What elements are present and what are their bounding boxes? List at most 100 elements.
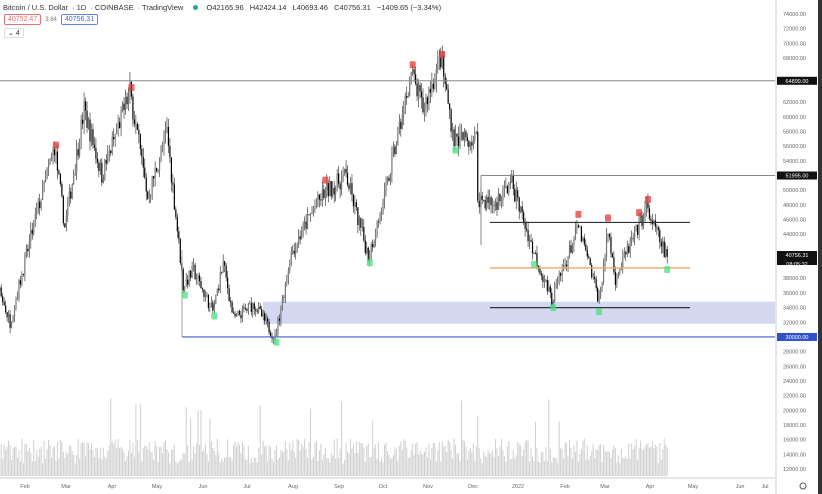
- candle-body: [187, 279, 189, 285]
- volume-bar: [108, 445, 110, 476]
- volume-bar: [283, 451, 285, 476]
- candle-body: [342, 173, 344, 178]
- candle-body: [472, 140, 474, 146]
- candle-body: [166, 126, 168, 132]
- candle-body: [496, 202, 498, 210]
- symbol-name[interactable]: Bitcoin / U.S. Dollar: [3, 3, 69, 12]
- volume-bar: [555, 458, 557, 476]
- volume-bar: [90, 443, 92, 476]
- volume-bar: [167, 452, 169, 476]
- volume-bar: [474, 461, 476, 476]
- candle-body: [132, 96, 134, 120]
- interval[interactable]: 1D: [76, 3, 87, 12]
- candle-body: [240, 315, 242, 319]
- level-badge-high: [777, 76, 817, 85]
- volume-bar: [102, 447, 104, 476]
- candle-body: [423, 109, 426, 113]
- volume-bar: [382, 462, 384, 476]
- volume-bar: [597, 449, 599, 476]
- candle-body: [222, 261, 224, 273]
- candle-body: [420, 91, 423, 98]
- candle-body: [281, 297, 283, 309]
- volume-bar: [204, 443, 206, 476]
- sell-button[interactable]: 40752.47: [4, 14, 42, 25]
- candle-body: [43, 182, 45, 184]
- candle-body: [634, 227, 636, 239]
- sell-signal-marker: [322, 176, 329, 184]
- volume-bar: [88, 442, 90, 476]
- volume-bar: [123, 452, 125, 476]
- candle-body: [659, 230, 661, 243]
- candle-body: [108, 150, 110, 153]
- volume-bar: [76, 455, 78, 476]
- volume-bar: [481, 462, 483, 476]
- volume-bar: [253, 457, 255, 476]
- candle-body: [231, 301, 233, 313]
- volume-bar: [14, 446, 16, 476]
- volume-bar: [369, 457, 371, 476]
- settings-gear-icon[interactable]: [799, 482, 807, 490]
- candle-body: [0, 287, 2, 297]
- price-tick-label: 50000.00: [783, 188, 806, 194]
- candle-body: [446, 84, 448, 90]
- volume-bar: [132, 442, 134, 476]
- volume-bar: [348, 453, 350, 476]
- volume-bar: [351, 448, 353, 476]
- candle-body: [102, 178, 104, 183]
- time-tick-label: Dec: [468, 484, 478, 490]
- volume-bar: [403, 439, 405, 476]
- candle-body: [144, 167, 146, 178]
- candle-body: [107, 152, 109, 164]
- candle-body: [512, 174, 514, 190]
- candle-body: [534, 253, 537, 254]
- price-tick-label: 12000.00: [783, 467, 806, 473]
- candle-body: [520, 206, 522, 212]
- volume-bar: [268, 445, 270, 476]
- volume-bar: [580, 449, 582, 476]
- volume-bar: [92, 450, 94, 476]
- candle-body: [333, 187, 335, 195]
- volume-bar: [338, 458, 340, 476]
- volume-bar: [98, 458, 100, 476]
- volume-bar: [182, 452, 184, 476]
- candle-body: [261, 309, 263, 317]
- volume-bar: [484, 455, 486, 476]
- candle-body: [524, 222, 526, 229]
- candle-body: [611, 253, 614, 258]
- volume-bar: [471, 451, 473, 476]
- indicators-toggle[interactable]: ⌄ 4: [4, 28, 24, 38]
- candle-body: [156, 167, 158, 172]
- buy-signal-marker: [531, 260, 537, 268]
- candle-body: [429, 89, 431, 93]
- candle-body: [385, 182, 387, 191]
- candle-body: [172, 182, 174, 185]
- candle-body: [648, 208, 651, 219]
- candle-body: [432, 83, 434, 89]
- volume-bar: [563, 458, 565, 476]
- volume-bar: [489, 452, 491, 476]
- candle-body: [570, 245, 572, 253]
- volume-bar: [533, 460, 535, 476]
- volume-bar: [19, 461, 21, 476]
- candle-body: [380, 212, 383, 215]
- volume-bar: [295, 458, 297, 476]
- volume-bar: [577, 461, 579, 476]
- candle-body: [252, 303, 254, 313]
- candle-body: [552, 301, 554, 306]
- sell-signal-marker: [575, 210, 582, 218]
- volume-bar: [571, 458, 573, 476]
- candle-body: [527, 229, 529, 242]
- candle-body: [571, 245, 574, 253]
- candle-body: [2, 296, 4, 302]
- candle-body: [323, 189, 325, 198]
- volume-bar: [540, 452, 542, 476]
- volume-bar: [255, 457, 257, 476]
- time-tick-label: May: [688, 484, 699, 490]
- candle-body: [253, 303, 255, 310]
- volume-bar: [643, 449, 645, 476]
- volume-bar: [89, 449, 91, 476]
- volume-bar: [201, 451, 203, 476]
- buy-button[interactable]: 40756.31: [60, 14, 99, 25]
- volume-bar: [82, 441, 84, 476]
